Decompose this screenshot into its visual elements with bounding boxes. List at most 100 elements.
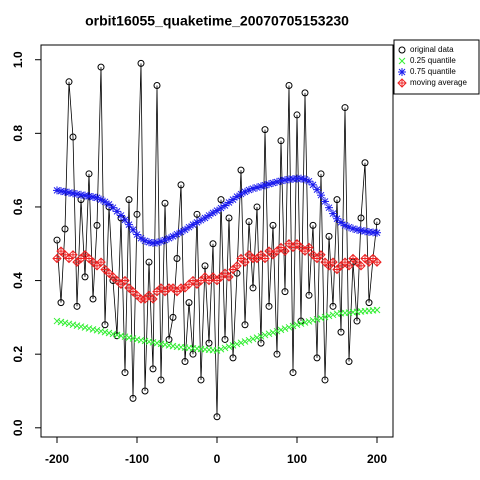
point <box>85 325 93 332</box>
point <box>52 253 62 264</box>
marker-circle <box>293 111 301 119</box>
marker-stroke <box>293 321 301 329</box>
chart-title: orbit16055_quaketime_20070705153230 <box>85 13 349 29</box>
point <box>109 203 117 212</box>
point <box>353 317 361 325</box>
marker-stroke <box>165 341 173 349</box>
marker-stroke <box>137 336 145 344</box>
point <box>353 225 361 234</box>
point <box>240 257 250 267</box>
marker-stroke <box>217 345 225 353</box>
marker-circle <box>89 295 97 303</box>
marker-stroke <box>93 326 101 334</box>
point <box>125 334 133 341</box>
point <box>245 218 253 226</box>
marker-circle <box>129 394 137 402</box>
point <box>184 279 194 289</box>
point <box>280 246 290 256</box>
marker-circle <box>313 354 321 362</box>
point <box>269 221 277 229</box>
marker-circle <box>181 358 189 366</box>
point <box>273 327 281 335</box>
point <box>205 211 213 220</box>
point <box>81 324 89 331</box>
marker-stroke <box>301 319 309 326</box>
point <box>133 336 141 343</box>
point <box>305 318 313 325</box>
point <box>113 331 121 339</box>
point <box>329 311 337 319</box>
marker-circle <box>225 214 233 222</box>
point <box>121 369 129 377</box>
point <box>244 250 254 260</box>
point <box>169 313 177 321</box>
marker-circle <box>165 335 173 343</box>
marker-circle <box>141 387 149 395</box>
y-tick-label: 0.6 <box>11 198 25 215</box>
point <box>216 272 226 282</box>
point <box>233 340 241 348</box>
point <box>113 332 121 340</box>
point <box>337 328 345 336</box>
point <box>137 336 145 344</box>
point <box>120 275 130 286</box>
point <box>268 250 278 260</box>
point <box>65 78 73 86</box>
point <box>89 295 97 303</box>
point <box>281 176 289 185</box>
point <box>245 336 253 344</box>
marker-circle <box>133 210 141 218</box>
point <box>128 286 138 297</box>
point <box>281 288 289 296</box>
marker-circle <box>289 369 297 377</box>
marker-circle <box>213 413 221 421</box>
marker-circle <box>229 354 237 362</box>
point <box>93 221 101 229</box>
point <box>277 137 285 145</box>
marker-stroke <box>125 334 133 341</box>
marker-stroke <box>141 337 149 345</box>
y-tick-label: 0.4 <box>11 272 25 289</box>
marker-circle <box>169 313 177 321</box>
marker-circle <box>317 170 325 178</box>
point <box>305 291 313 299</box>
point <box>325 203 333 212</box>
marker-circle <box>177 181 185 189</box>
marker-circle <box>221 335 229 343</box>
point <box>132 290 142 300</box>
marker-stroke <box>65 320 73 328</box>
marker-circle <box>269 221 277 229</box>
marker-circle <box>121 369 129 377</box>
marker-stroke <box>57 318 65 326</box>
point <box>373 306 381 314</box>
marker-stroke <box>325 312 333 320</box>
point <box>73 322 81 330</box>
point <box>205 339 213 347</box>
point <box>129 225 137 234</box>
point <box>97 63 105 71</box>
marker-stroke <box>245 336 253 344</box>
point <box>257 339 265 347</box>
point <box>229 341 237 349</box>
point <box>60 250 70 260</box>
marker-stroke <box>161 341 169 348</box>
point <box>220 268 230 278</box>
legend-symbol <box>398 57 406 65</box>
point <box>288 242 298 253</box>
point <box>89 325 97 333</box>
marker-circle <box>97 63 105 71</box>
point <box>141 387 149 395</box>
marker-stroke <box>241 338 249 345</box>
marker-stroke <box>89 325 97 333</box>
marker-stroke <box>69 321 77 329</box>
point <box>329 209 337 218</box>
point <box>77 323 85 330</box>
point <box>321 197 329 206</box>
marker-circle <box>113 332 121 340</box>
point <box>80 250 90 260</box>
marker-stroke <box>321 313 329 321</box>
point <box>72 257 82 267</box>
marker-circle <box>265 302 273 310</box>
point <box>313 354 321 362</box>
